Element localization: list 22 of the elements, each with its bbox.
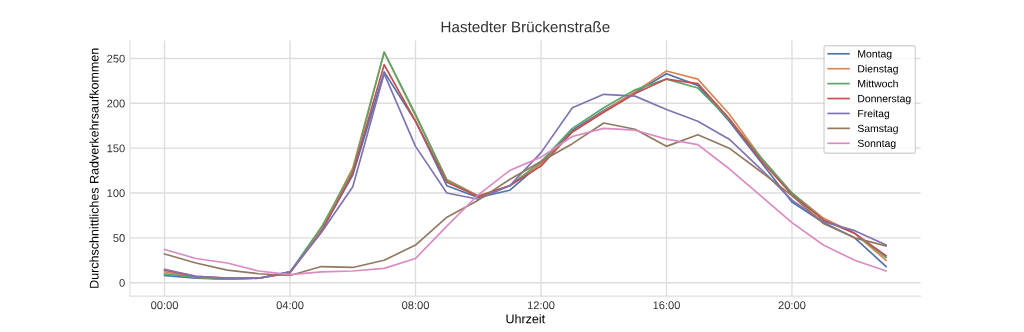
x-tick-label: 00:00 <box>151 301 179 310</box>
legend-label: Freitag <box>858 109 890 120</box>
legend-label: Dienstag <box>858 64 898 75</box>
x-tick-label: 08:00 <box>402 301 429 310</box>
legend-label: Samstag <box>857 124 898 135</box>
legend-label: Montag <box>858 50 892 60</box>
x-tick-label: 16:00 <box>653 301 680 310</box>
y-tick-label: 100 <box>107 189 125 198</box>
x-tick-label: 20:00 <box>778 301 806 310</box>
legend-label: Sonntag <box>857 139 896 150</box>
y-tick-label: 50 <box>113 234 125 242</box>
y-tick-label: 200 <box>107 99 125 108</box>
chart-title: Hastedter Brückenstraße <box>441 21 610 33</box>
x-axis-title: Uhrzeit <box>506 314 546 324</box>
y-tick-label: 150 <box>107 144 125 153</box>
legend-label: Mittwoch <box>858 79 898 88</box>
y-tick-label: 250 <box>107 54 125 63</box>
y-axis-title: Durchschnittliches Radverkehrsaufkommen <box>89 48 99 288</box>
legend-label: Donnerstag <box>858 95 911 105</box>
y-tick-label: 0 <box>119 278 125 287</box>
x-tick-label: 04:00 <box>276 301 304 310</box>
x-tick-label: 12:00 <box>527 301 555 310</box>
